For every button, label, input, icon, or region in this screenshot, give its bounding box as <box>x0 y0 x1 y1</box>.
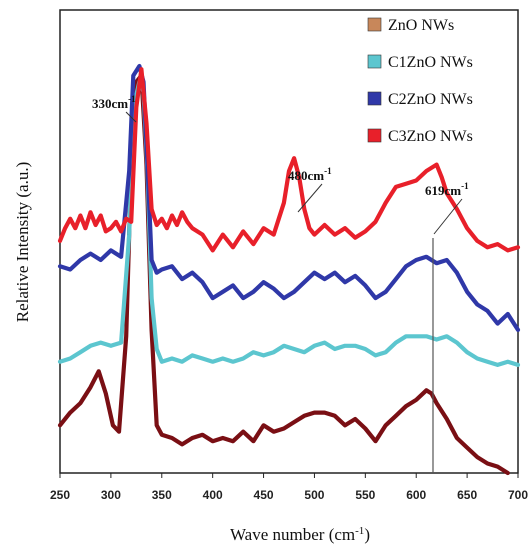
peak-leader-line <box>125 111 137 123</box>
peak-label: 619cm-1 <box>425 181 469 198</box>
annotation-layer: 330cm-1 480cm-1 619cm-1 <box>92 94 469 235</box>
x-axis-label-main: Wave number (cm <box>230 525 355 544</box>
series-line-3 <box>57 63 521 332</box>
x-tick-label: 600 <box>406 488 426 502</box>
legend-swatch <box>367 91 382 106</box>
legend: ZnO NWs C1ZnO NWs C2ZnO NWs C3ZnO NWs <box>367 17 473 145</box>
peak-label: 480cm-1 <box>288 166 332 183</box>
peak-label: 330cm-1 <box>92 94 136 111</box>
x-tick-label: 350 <box>152 488 172 502</box>
legend-label: C1ZnO NWs <box>388 54 473 71</box>
legend-swatch <box>367 54 382 69</box>
x-tick-label: 700 <box>508 488 528 502</box>
x-axis-label-close: ) <box>364 525 370 544</box>
legend-label: C2ZnO NWs <box>388 91 473 108</box>
x-tick-label: 250 <box>50 488 70 502</box>
x-tick-label: 650 <box>457 488 477 502</box>
legend-swatch <box>367 17 382 32</box>
x-axis-label: Wave number (cm-1) <box>230 525 370 544</box>
y-axis-label: Relative Intensity (a.u.) <box>13 162 32 323</box>
x-tick-layer: 250 300 350 400 450 500 550 600 650 700 <box>50 473 528 502</box>
series-line-4 <box>57 67 521 253</box>
series-layer <box>57 63 521 476</box>
series-line-2 <box>57 79 521 367</box>
x-axis-label-sup: -1 <box>355 525 364 537</box>
x-tick-label: 300 <box>101 488 121 502</box>
legend-swatch <box>367 128 382 143</box>
x-tick-label: 400 <box>203 488 223 502</box>
x-tick-label: 550 <box>355 488 375 502</box>
x-tick-label: 450 <box>254 488 274 502</box>
peak-leader-line <box>433 198 463 235</box>
peak-leader-line <box>297 183 323 213</box>
legend-label: C3ZnO NWs <box>388 128 473 145</box>
x-tick-label: 500 <box>304 488 324 502</box>
legend-label: ZnO NWs <box>388 17 454 34</box>
